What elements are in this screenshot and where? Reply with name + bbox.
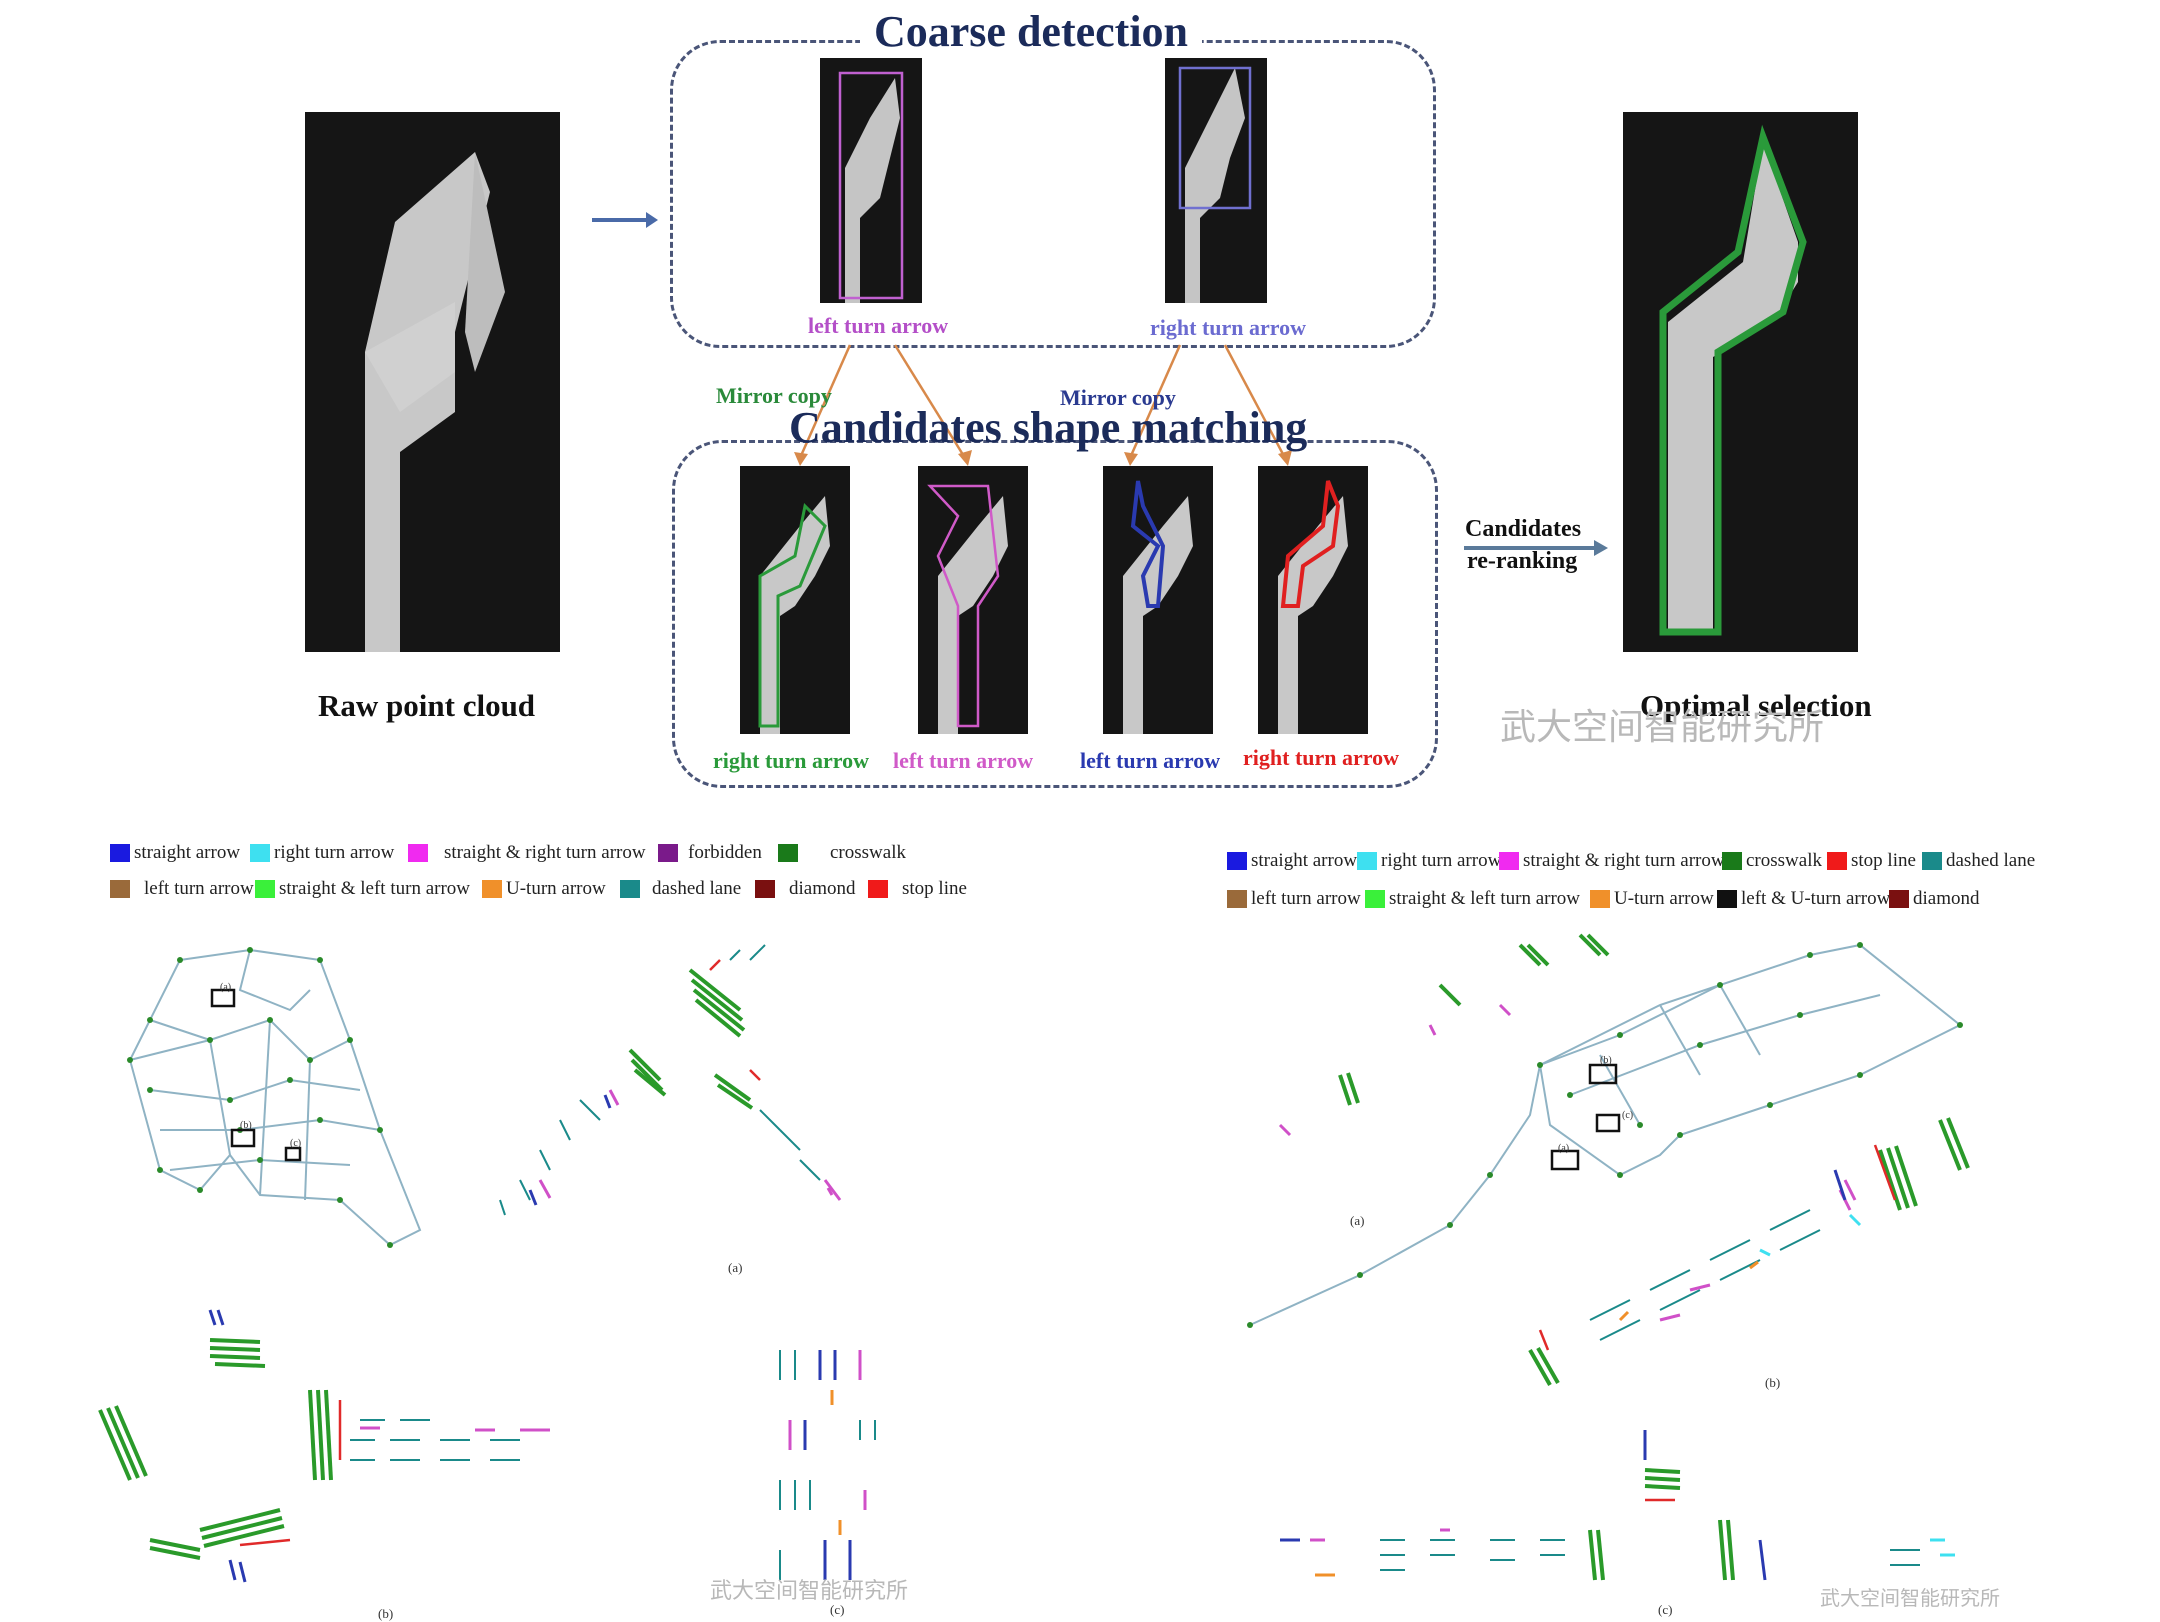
right-box-a-label: (a): [1558, 1143, 1570, 1154]
reranking-label-1: Candidates: [1465, 516, 1582, 542]
legend-swatch: [1357, 852, 1377, 870]
candidate-3-image: [1103, 466, 1213, 734]
legend-right: straight arrow right turn arrow straight…: [1227, 850, 2057, 920]
legend-swatch: [658, 844, 678, 862]
left-detail-map-a: (a): [460, 930, 940, 1275]
reranking-label-2: re-ranking: [1467, 548, 1578, 574]
legend-swatch: [408, 844, 428, 862]
candidates-box: [672, 440, 1438, 788]
right-sub-a-label: (a): [1350, 1213, 1365, 1228]
watermark-top: 武大空间智能研究所: [1500, 707, 1825, 748]
legend-swatch: [250, 844, 270, 862]
legend-swatch: [1889, 890, 1909, 908]
right-detail-map-b: (b): [1510, 1100, 1990, 1390]
legend-left-item: straight & left turn arrow: [255, 878, 470, 900]
mirror-copy-label-1: Mirror copy: [716, 383, 832, 408]
legend-left-item: left turn arrow: [110, 878, 254, 900]
legend-left-item: straight arrow: [110, 842, 240, 864]
watermark-bottom-right: 武大空间智能研究所: [1820, 1586, 2000, 1610]
legend-left-item: U-turn arrow: [482, 878, 606, 900]
optimal-selection-image: [1623, 112, 1858, 652]
raw-point-cloud-image: [305, 112, 560, 652]
legend-swatch: [755, 880, 775, 898]
legend-right-item: U-turn arrow: [1590, 888, 1714, 910]
right-box-c-label: (c): [1622, 1110, 1634, 1121]
legend-swatch: [620, 880, 640, 898]
legend-right-item: straight & left turn arrow: [1365, 888, 1580, 910]
legend-left-item: right turn arrow: [250, 842, 394, 864]
coarse-right-label: right turn arrow: [1150, 315, 1307, 340]
legend-right-item: left turn arrow: [1227, 888, 1361, 910]
legend-left-item: dashed lane: [620, 878, 741, 900]
left-box-c-label: (c): [290, 1138, 302, 1149]
legend-right-item: crosswalk: [1722, 850, 1822, 872]
candidate-4-label: right turn arrow: [1243, 745, 1400, 770]
candidates-title: Candidates shape matching: [789, 403, 1308, 452]
optimal-selection-label: Optimal selection: [1640, 688, 1872, 723]
right-sub-c-label: (c): [1658, 1602, 1673, 1617]
left-road-network-map: (a) (b) (c): [90, 930, 470, 1270]
left-detail-map-b: (b): [90, 1280, 670, 1621]
legend-right-item: left & U-turn arrow: [1717, 888, 1890, 910]
legend-swatch: [110, 880, 130, 898]
left-detail-map-c: (c): [760, 1340, 920, 1620]
coarse-detection-title: Coarse detection: [860, 6, 1203, 57]
legend-swatch: [255, 880, 275, 898]
legend-swatch: [1590, 890, 1610, 908]
legend-left-item: straight & right turn arrow: [408, 842, 646, 864]
legend-left-item: stop line: [868, 878, 967, 900]
candidate-2-image: [918, 466, 1028, 734]
legend-swatch: [1717, 890, 1737, 908]
legend-right-item: straight & right turn arrow: [1499, 850, 1725, 872]
legend-right-item: right turn arrow: [1357, 850, 1501, 872]
legend-left: straight arrow right turn arrow straight…: [110, 842, 980, 912]
left-box-a-label: (a): [220, 982, 232, 993]
candidate-1-image: [740, 466, 850, 734]
coarse-left-turn-image: [820, 58, 922, 303]
left-box-b-label: (b): [240, 1120, 252, 1131]
legend-swatch: [1827, 852, 1847, 870]
legend-swatch: [1227, 852, 1247, 870]
legend-swatch: [110, 844, 130, 862]
candidate-3-label: left turn arrow: [1080, 748, 1221, 773]
candidate-1-label: right turn arrow: [713, 748, 870, 773]
legend-swatch: [1365, 890, 1385, 908]
candidate-2-label: left turn arrow: [893, 748, 1034, 773]
raw-point-cloud-label: Raw point cloud: [318, 688, 536, 723]
reranking-arrow-icon: [1464, 540, 1608, 556]
watermark-bottom-left: 武大空间智能研究所: [710, 1579, 909, 1604]
legend-swatch: [1499, 852, 1519, 870]
coarse-left-label: left turn arrow: [808, 313, 949, 338]
legend-swatch: [482, 880, 502, 898]
right-box-b-label: (b): [1600, 1055, 1612, 1066]
legend-right-item: stop line: [1827, 850, 1916, 872]
legend-left-item: crosswalk: [778, 842, 906, 864]
legend-swatch: [1722, 852, 1742, 870]
connector-arrows: [794, 344, 1292, 466]
mirror-copy-label-2: Mirror copy: [1060, 385, 1176, 410]
flow-arrow-icon: [592, 212, 658, 228]
left-sub-c-label: (c): [830, 1602, 845, 1617]
legend-swatch: [1227, 890, 1247, 908]
legend-left-item: diamond: [755, 878, 856, 900]
legend-right-item: diamond: [1889, 888, 1980, 910]
candidate-4-image: [1258, 466, 1368, 734]
coarse-detection-box: [670, 40, 1436, 348]
legend-swatch: [1922, 852, 1942, 870]
legend-right-item: straight arrow: [1227, 850, 1357, 872]
legend-left-item: forbidden: [658, 842, 762, 864]
left-sub-b-label: (b): [378, 1606, 394, 1621]
right-road-network-map: (b) (c) (a) (a): [1240, 925, 1990, 1345]
right-detail-map-c: (c): [1250, 1420, 2010, 1620]
coarse-right-turn-image: [1165, 58, 1267, 303]
legend-swatch: [868, 880, 888, 898]
right-sub-b-label: (b): [1765, 1375, 1781, 1390]
left-sub-a-label: (a): [728, 1260, 743, 1275]
legend-swatch: [778, 844, 798, 862]
legend-right-item: dashed lane: [1922, 850, 2035, 872]
